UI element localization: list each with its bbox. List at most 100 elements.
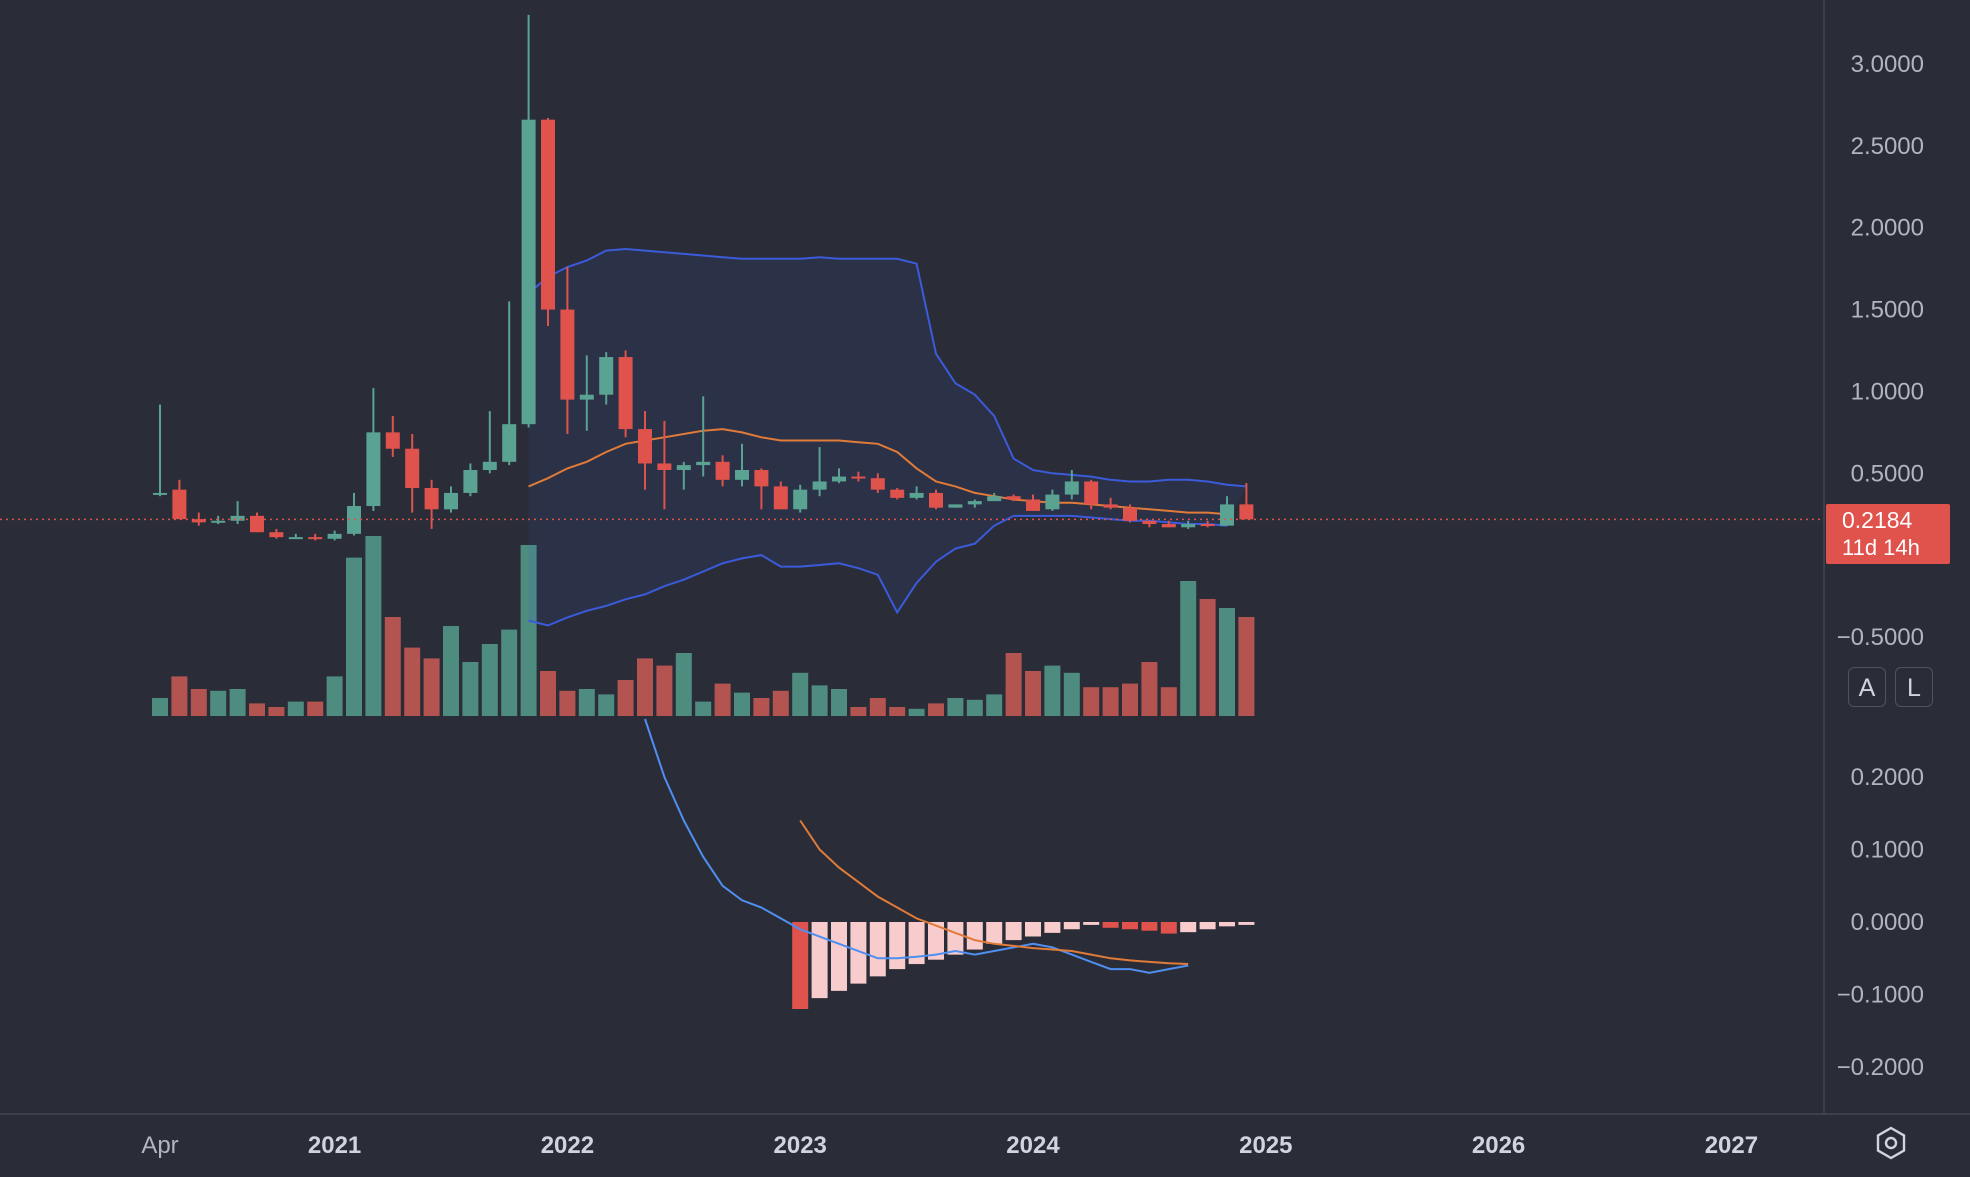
candle-body	[482, 461, 497, 471]
volume-bar	[656, 665, 673, 716]
volume-bar	[171, 676, 188, 716]
price-axis-tick-label: 2.5000	[1851, 133, 1924, 160]
candle-body	[191, 519, 206, 523]
macd-histogram-bar	[1025, 922, 1041, 937]
candle-body	[288, 537, 303, 540]
volume-bar	[326, 676, 343, 716]
log-scale-button[interactable]: L	[1895, 667, 1933, 707]
volume-bar	[986, 694, 1003, 716]
time-axis-label: 2023	[774, 1132, 827, 1159]
candle-body	[754, 470, 769, 487]
candle-body	[638, 429, 652, 464]
macd-histogram-bar	[986, 922, 1003, 944]
candle-body	[715, 461, 730, 480]
candle-body	[851, 476, 866, 479]
volume-bar	[520, 545, 537, 716]
volume-bar	[1102, 687, 1119, 716]
bollinger-upper-line	[527, 247, 1247, 488]
volume-bar	[792, 672, 809, 716]
candle-body	[832, 476, 846, 482]
candle-body	[657, 463, 672, 471]
volume-bar	[617, 680, 634, 716]
price-axis-tick-label: 1.5000	[1851, 297, 1924, 324]
volume-bar	[675, 653, 692, 716]
candle-body	[735, 470, 749, 480]
volume-bar	[772, 690, 789, 716]
candle-body	[1142, 520, 1157, 525]
volume-bar	[928, 703, 944, 716]
candle-body	[676, 465, 691, 471]
macd-histogram-bar	[889, 922, 906, 970]
time-axis-label: 2021	[308, 1132, 361, 1159]
volume-bar	[1238, 617, 1255, 716]
macd-axis-tick-label: 0.2000	[1851, 764, 1924, 791]
volume-bar	[1044, 665, 1061, 716]
auto-scale-button[interactable]: A	[1848, 667, 1886, 707]
time-axis-label: 2027	[1705, 1132, 1758, 1159]
volume-bar	[152, 698, 168, 716]
candle-body	[909, 492, 924, 498]
candle-body	[327, 533, 342, 539]
volume-bar	[831, 689, 847, 716]
candle-body	[812, 481, 827, 490]
macd-histogram-bar	[1238, 922, 1255, 925]
volume-bar	[811, 685, 828, 716]
candle-body	[890, 489, 905, 498]
volume-bar	[540, 671, 556, 716]
macd-axis-tick-label: 0.0000	[1851, 909, 1924, 936]
volume-bar	[753, 698, 770, 716]
macd-histogram-bar	[908, 922, 925, 965]
settings-icon[interactable]	[1872, 1124, 1910, 1162]
price-axis-tick-label: −0.5000	[1837, 624, 1924, 651]
price-axis-tick-label: 1.0000	[1851, 378, 1924, 405]
candle-body	[967, 501, 982, 505]
candle-body	[1084, 481, 1099, 505]
volume-bar	[1063, 672, 1080, 716]
macd-histogram-bar	[811, 922, 828, 999]
volume-bar	[404, 647, 421, 716]
volume-bar	[598, 694, 615, 716]
candle-body	[1123, 507, 1137, 521]
bollinger-fill	[528, 248, 1247, 626]
macd-histogram-bar	[850, 922, 867, 984]
macd-histogram-bar	[1005, 922, 1022, 941]
volume-bar	[695, 701, 712, 716]
current-price-value: 0.2184	[1842, 507, 1913, 533]
volume-bar	[210, 690, 227, 716]
price-axis-tick-label: 2.0000	[1851, 215, 1924, 242]
candle-body	[308, 537, 323, 540]
macd-histogram-bar	[1160, 922, 1177, 934]
volume-bar	[850, 707, 867, 716]
macd-histogram-bar	[1044, 922, 1061, 933]
candle-body	[1181, 524, 1196, 528]
candle-body	[521, 119, 536, 425]
volume-bar	[637, 658, 653, 716]
candle-body	[444, 492, 458, 510]
candle-body	[599, 357, 614, 395]
candle-body	[230, 515, 245, 521]
candle-body	[793, 489, 808, 510]
candle-body	[987, 496, 1002, 502]
volume-bar	[1219, 608, 1235, 716]
candle-body	[405, 448, 420, 489]
candle-body	[948, 504, 963, 508]
macd-histogram-bar	[1063, 922, 1080, 930]
macd-histogram-bar	[869, 922, 886, 977]
macd-axis-tick-label: −0.1000	[1837, 982, 1924, 1009]
volume-bar	[501, 629, 518, 716]
macd-histogram-bar	[792, 922, 809, 1009]
candle-body	[1161, 524, 1176, 528]
candle-body	[696, 461, 711, 466]
volume-bar	[249, 703, 265, 716]
candle-body	[463, 470, 478, 493]
candle-body	[502, 424, 517, 462]
macd-line	[644, 718, 1189, 974]
volume-bar	[287, 701, 304, 716]
candle-body	[1103, 504, 1118, 508]
volume-bar	[481, 644, 498, 716]
candle-body	[560, 309, 575, 400]
volume-bar	[908, 708, 925, 716]
candle-body	[541, 119, 555, 310]
